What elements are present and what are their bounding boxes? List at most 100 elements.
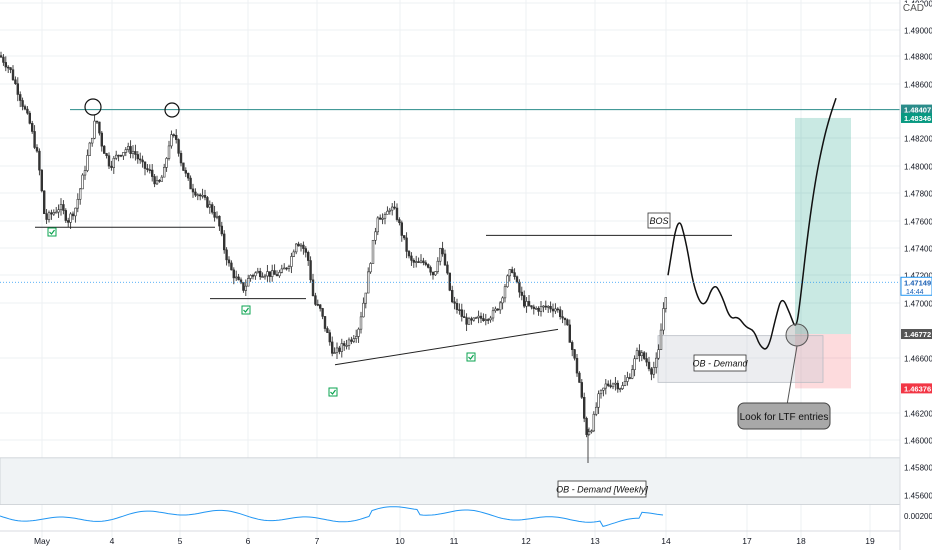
candle-body bbox=[220, 225, 223, 235]
candle-body bbox=[117, 154, 120, 157]
candle-body bbox=[635, 350, 639, 360]
candle-body bbox=[621, 385, 624, 389]
candle-body bbox=[642, 352, 646, 359]
circle-high-1[interactable] bbox=[84, 98, 102, 116]
candle-body bbox=[35, 147, 39, 152]
candle-body bbox=[167, 145, 171, 159]
candle-body bbox=[225, 249, 228, 261]
candle-body bbox=[98, 121, 101, 134]
candle-body bbox=[400, 222, 403, 236]
price-label-resistance bbox=[901, 104, 932, 115]
check-box-icon bbox=[466, 352, 476, 362]
candle-body bbox=[597, 393, 600, 408]
candle-body bbox=[136, 154, 139, 160]
check-mark-icon bbox=[243, 307, 249, 313]
price-label-current bbox=[900, 276, 932, 296]
candle-body bbox=[275, 274, 279, 277]
price-label-text-current: 1.47149 bbox=[904, 278, 931, 287]
candle-body bbox=[602, 387, 605, 391]
x-tick-label: 6 bbox=[246, 536, 251, 546]
candle-body bbox=[302, 244, 305, 249]
candle-body bbox=[50, 212, 53, 215]
callout-pointer bbox=[786, 345, 798, 406]
candle-body bbox=[558, 309, 562, 317]
candle-body bbox=[606, 383, 610, 386]
candle-body bbox=[388, 209, 391, 212]
check-mark-icon bbox=[49, 229, 55, 235]
candle-body bbox=[633, 358, 636, 370]
circle-high-2[interactable] bbox=[164, 102, 180, 118]
candle-body bbox=[194, 191, 197, 196]
candle-body bbox=[172, 134, 175, 136]
candle-body bbox=[458, 309, 461, 311]
candle-body bbox=[263, 275, 267, 278]
candle-body bbox=[103, 145, 106, 154]
candle-body bbox=[110, 165, 113, 168]
callout-box[interactable] bbox=[737, 402, 831, 430]
zones-layer bbox=[0, 117, 901, 505]
candle-body bbox=[242, 282, 245, 291]
x-tick-label: 10 bbox=[395, 536, 405, 546]
drawings-layer[interactable]: BOS OB - Demand OB - Demand [Weekly] Look f… bbox=[0, 97, 900, 498]
projection-path[interactable] bbox=[667, 97, 837, 350]
candle-body bbox=[611, 383, 615, 388]
candle-body bbox=[522, 295, 526, 307]
candle-body bbox=[515, 276, 519, 283]
y-tick-label: 1.48000 bbox=[904, 163, 932, 172]
candle-body bbox=[297, 243, 300, 247]
candle-body bbox=[599, 389, 603, 395]
candle-body bbox=[179, 153, 183, 164]
candle-body bbox=[546, 306, 550, 308]
candle-body bbox=[124, 149, 128, 153]
candle-body bbox=[616, 382, 620, 390]
candle-body bbox=[280, 268, 283, 273]
entry-circle[interactable] bbox=[785, 323, 809, 347]
candle-body bbox=[513, 272, 516, 277]
candle-body bbox=[410, 255, 413, 261]
candle-body bbox=[443, 253, 447, 266]
candle-body bbox=[333, 352, 336, 354]
candle-body bbox=[359, 316, 363, 330]
candle-body bbox=[352, 338, 355, 342]
candle-body bbox=[563, 317, 567, 321]
candle-body bbox=[282, 267, 286, 270]
candle-body bbox=[148, 169, 151, 171]
candle-body bbox=[81, 174, 84, 190]
candle-body bbox=[623, 381, 627, 386]
candle-body bbox=[191, 188, 195, 193]
x-tick-label: 18 bbox=[796, 536, 806, 546]
y-tick-label: 1.48200 bbox=[904, 135, 932, 144]
candle-body bbox=[230, 262, 233, 271]
candle-body bbox=[654, 357, 658, 368]
candle-body bbox=[30, 123, 34, 132]
candle-body bbox=[100, 132, 104, 147]
candle-body bbox=[474, 317, 478, 319]
candle-body bbox=[390, 206, 394, 211]
candle-body bbox=[76, 198, 80, 209]
oscillator-value-label: 0.00200 bbox=[904, 512, 932, 521]
bos-label-box bbox=[647, 212, 671, 229]
candle-body bbox=[354, 336, 358, 339]
candle-body bbox=[287, 266, 291, 269]
ob-weekly-label: OB - Demand [Weekly] bbox=[556, 485, 648, 495]
candle-body bbox=[163, 167, 166, 178]
candle-body bbox=[91, 137, 94, 144]
candle-body bbox=[402, 235, 406, 239]
candle-body bbox=[249, 275, 252, 279]
trendline[interactable] bbox=[334, 328, 559, 366]
candle-body bbox=[93, 120, 96, 139]
candle-body bbox=[501, 297, 504, 304]
candle-body bbox=[482, 318, 485, 321]
ob-weekly-label-box bbox=[557, 480, 647, 498]
y-tick-label: 1.47600 bbox=[904, 218, 932, 227]
candle-body bbox=[23, 106, 27, 110]
candle-body bbox=[321, 308, 324, 317]
candle-body bbox=[304, 248, 307, 253]
candle-body bbox=[4, 62, 8, 68]
price-label-target bbox=[901, 112, 932, 123]
y-tick-label: 1.47800 bbox=[904, 190, 932, 199]
candle-body bbox=[270, 270, 274, 277]
candle-body bbox=[105, 153, 108, 156]
